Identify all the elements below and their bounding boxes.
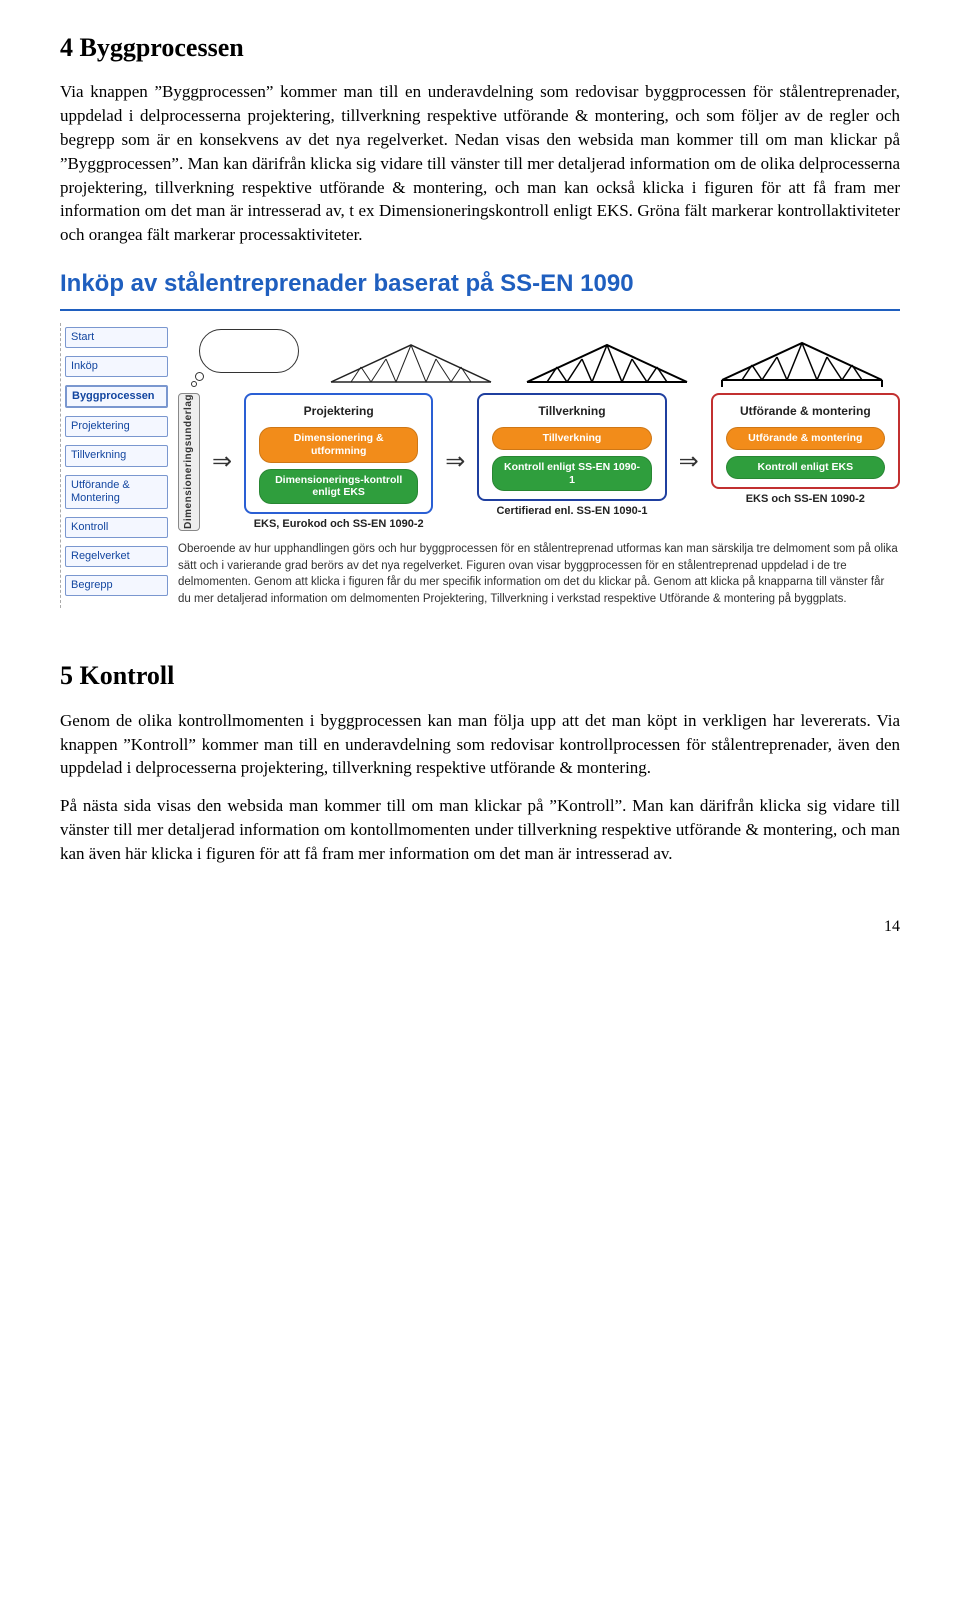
sidebar-item-tillverkning[interactable]: Tillverkning — [65, 445, 168, 466]
sidebar-item-utforande[interactable]: Utförande & Montering — [65, 475, 168, 509]
thought-bubble-icon — [191, 329, 301, 387]
process-diagram: Dimensioneringsunderlag ⇒ Projektering D… — [178, 393, 900, 531]
sidebar-item-byggprocessen[interactable]: Byggprocessen — [65, 385, 168, 408]
pill-tillverkning[interactable]: Tillverkning — [492, 427, 651, 450]
column-tillverkning: Tillverkning Tillverkning Kontroll enlig… — [477, 393, 666, 531]
truss-illustration-row — [178, 323, 900, 387]
screenshot-main: Dimensioneringsunderlag ⇒ Projektering D… — [172, 323, 900, 609]
pill-kontroll-eks[interactable]: Kontroll enligt EKS — [726, 456, 885, 479]
sidebar-item-start[interactable]: Start — [65, 327, 168, 348]
sidebar-item-inkop[interactable]: Inköp — [65, 356, 168, 377]
section-5-para-2: På nästa sida visas den websida man komm… — [60, 794, 900, 865]
sidebar-item-begrepp[interactable]: Begrepp — [65, 575, 168, 596]
truss-icon-1 — [326, 337, 496, 387]
arrow-icon: ⇒ — [206, 393, 238, 531]
section-4-heading: 4 Byggprocessen — [60, 30, 900, 66]
column-utforande: Utförande & montering Utförande & monter… — [711, 393, 900, 531]
arrow-icon: ⇒ — [673, 393, 705, 531]
sidebar-item-kontroll[interactable]: Kontroll — [65, 517, 168, 538]
frame-projektering[interactable]: Projektering Dimensionering & utformning… — [244, 393, 433, 514]
col-title-utforande: Utförande & montering — [740, 403, 871, 420]
embedded-screenshot: Inköp av stålentreprenader baserat på SS… — [60, 267, 900, 608]
sidebar-item-regelverket[interactable]: Regelverket — [65, 546, 168, 567]
truss-icon-3 — [717, 335, 887, 387]
truss-icon-2 — [522, 337, 692, 387]
pill-dimkontroll-eks[interactable]: Dimensionerings-kontroll enligt EKS — [259, 469, 418, 504]
caption-utforande: EKS och SS-EN 1090-2 — [746, 493, 865, 506]
caption-tillverkning: Certifierad enl. SS-EN 1090-1 — [496, 505, 647, 518]
arrow-icon: ⇒ — [439, 393, 471, 531]
column-projektering: Projektering Dimensionering & utformning… — [244, 393, 433, 531]
section-4-para-1: Via knappen ”Byggprocessen” kommer man t… — [60, 80, 900, 247]
screenshot-title: Inköp av stålentreprenader baserat på SS… — [60, 267, 900, 311]
page-number: 14 — [60, 916, 900, 938]
sidebar-item-projektering[interactable]: Projektering — [65, 416, 168, 437]
frame-utforande[interactable]: Utförande & montering Utförande & monter… — [711, 393, 900, 489]
col-title-tillverkning: Tillverkning — [538, 403, 605, 420]
frame-tillverkning[interactable]: Tillverkning Tillverkning Kontroll enlig… — [477, 393, 666, 502]
screenshot-caption: Oberoende av hur upphandlingen görs och … — [178, 541, 900, 608]
pill-kontroll-1090-1[interactable]: Kontroll enligt SS-EN 1090-1 — [492, 456, 651, 491]
pill-utforande[interactable]: Utförande & montering — [726, 427, 885, 450]
section-5-para-1: Genom de olika kontrollmomenten i byggpr… — [60, 709, 900, 780]
section-5-heading: 5 Kontroll — [60, 658, 900, 694]
pill-dimensionering[interactable]: Dimensionering & utformning — [259, 427, 418, 462]
dim-underlag-box[interactable]: Dimensioneringsunderlag — [178, 393, 200, 531]
screenshot-sidebar: Start Inköp Byggprocessen Projektering T… — [60, 323, 172, 609]
col-title-projektering: Projektering — [304, 403, 374, 420]
dim-underlag-label: Dimensioneringsunderlag — [182, 394, 196, 529]
caption-projektering: EKS, Eurokod och SS-EN 1090-2 — [254, 518, 424, 531]
